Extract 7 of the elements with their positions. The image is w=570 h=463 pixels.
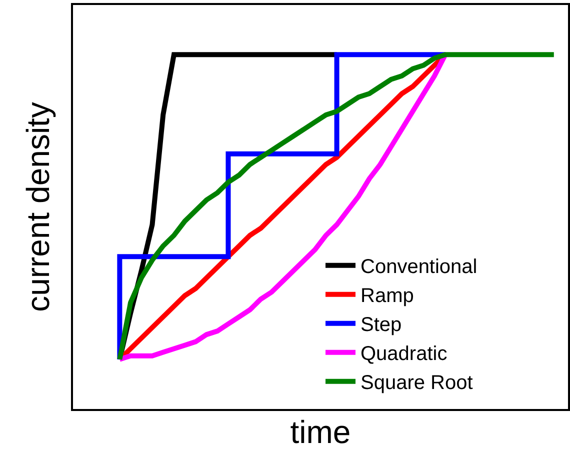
- legend-label: Ramp: [360, 285, 414, 308]
- y-axis-title: current density: [20, 102, 56, 312]
- legend-label: Square Root: [360, 372, 474, 394]
- legend-label: Quadratic: [360, 343, 448, 366]
- legend-label: Step: [360, 314, 402, 336]
- legend-label: Conventional: [360, 256, 478, 278]
- x-axis-title: time: [290, 414, 351, 450]
